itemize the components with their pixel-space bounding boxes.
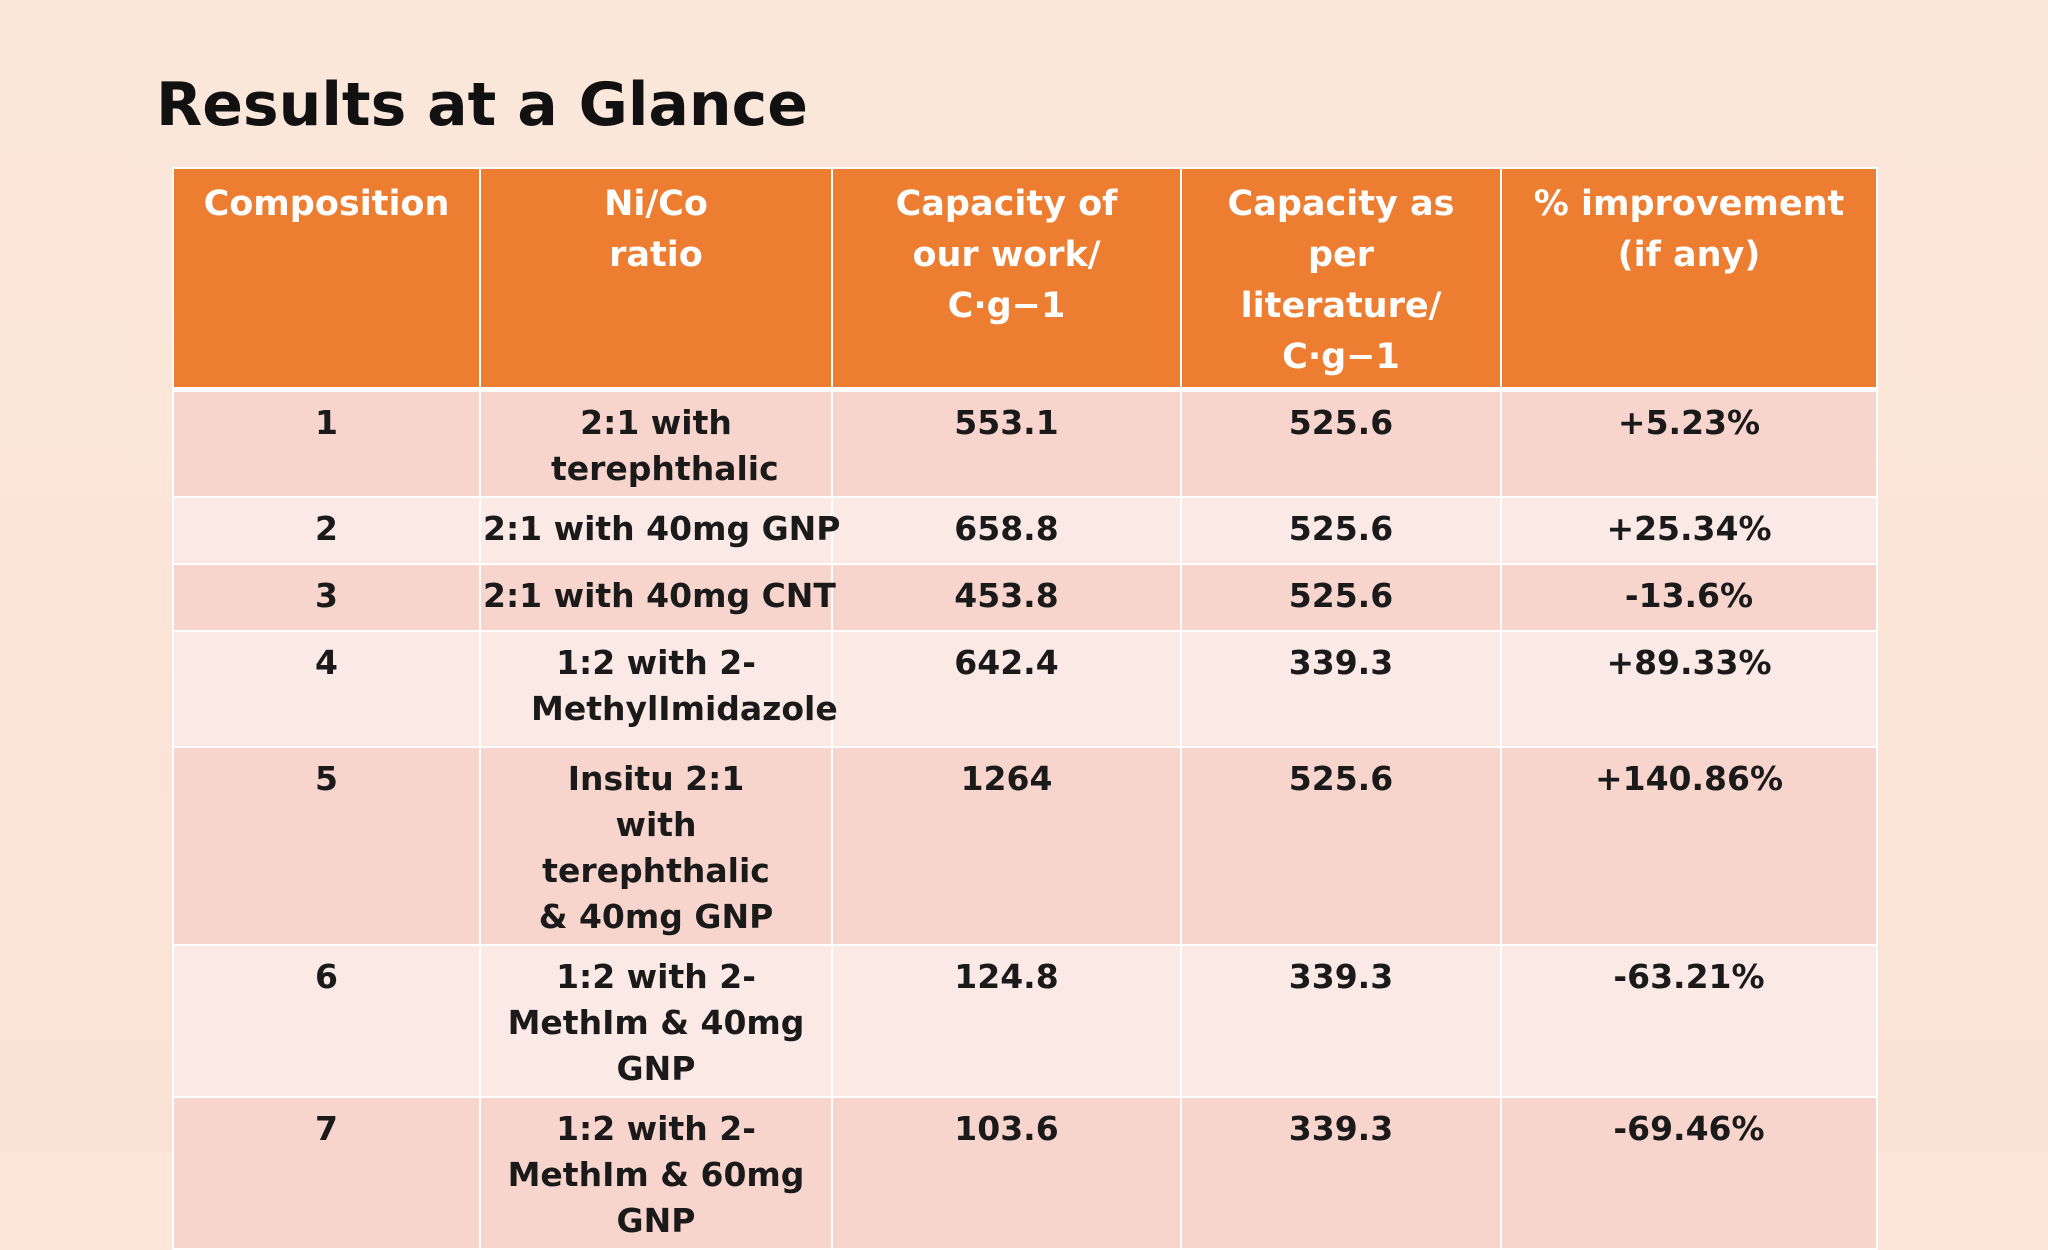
cell-composition: 6 xyxy=(172,944,481,1098)
cell-ratio: 2:1 with 40mg GNP xyxy=(479,496,840,565)
table-header-row: Composition Ni/Co ratio Capacity of our … xyxy=(172,167,1878,392)
cell-our-capacity: 658.8 xyxy=(831,496,1182,565)
cell-improvement: -69.46% xyxy=(1500,1096,1878,1250)
cell-ratio: 2:1 with 40mg CNT xyxy=(479,563,836,632)
cell-improvement: +89.33% xyxy=(1500,630,1878,748)
cell-our-capacity: 553.1 xyxy=(831,388,1182,498)
table-row: 3 2:1 with 40mg CNT 453.8 525.6 -13.6% xyxy=(172,563,1878,632)
cell-ratio: 1:2 with 2-MethIm & 60mg GNP xyxy=(479,1096,833,1250)
table-row: 4 1:2 with 2-MethylImidazole 642.4 339.3… xyxy=(172,630,1878,748)
header-improvement: % improvement (if any) xyxy=(1500,167,1878,392)
cell-our-capacity: 642.4 xyxy=(831,630,1182,748)
cell-our-capacity: 103.6 xyxy=(831,1096,1182,1250)
header-ni-co-ratio: Ni/Co ratio xyxy=(479,167,833,392)
cell-literature-capacity: 525.6 xyxy=(1180,388,1502,498)
table-row: 5 Insitu 2:1 with terephthalic & 40mg GN… xyxy=(172,746,1878,946)
table-row: 2 2:1 with 40mg GNP 658.8 525.6 +25.34% xyxy=(172,496,1878,565)
table-row: 6 1:2 with 2-MethIm & 40mg GNP 124.8 339… xyxy=(172,944,1878,1098)
cell-composition: 2 xyxy=(172,496,481,565)
cell-literature-capacity: 525.6 xyxy=(1180,563,1502,632)
header-composition: Composition xyxy=(172,167,481,392)
cell-composition: 5 xyxy=(172,746,481,946)
cell-improvement: +5.23% xyxy=(1500,388,1878,498)
header-literature-capacity: Capacity as per literature/ C·g−1 xyxy=(1180,167,1502,392)
cell-our-capacity: 453.8 xyxy=(831,563,1182,632)
cell-composition: 1 xyxy=(172,388,481,498)
cell-our-capacity: 124.8 xyxy=(831,944,1182,1098)
cell-ratio: Insitu 2:1 with terephthalic & 40mg GNP xyxy=(479,746,833,946)
cell-our-capacity: 1264 xyxy=(831,746,1182,946)
cell-composition: 3 xyxy=(172,563,481,632)
cell-improvement: +140.86% xyxy=(1500,746,1878,946)
cell-ratio: 1:2 with 2-MethylImidazole xyxy=(479,630,838,748)
cell-improvement: +25.34% xyxy=(1500,496,1878,565)
cell-composition: 7 xyxy=(172,1096,481,1250)
cell-ratio: 2:1 with terephthalic xyxy=(479,388,833,498)
cell-literature-capacity: 339.3 xyxy=(1180,1096,1502,1250)
cell-literature-capacity: 525.6 xyxy=(1180,496,1502,565)
slide-title: Results at a Glance xyxy=(156,70,808,140)
cell-improvement: -63.21% xyxy=(1500,944,1878,1098)
header-our-capacity: Capacity of our work/ C·g−1 xyxy=(831,167,1182,392)
cell-ratio: 1:2 with 2-MethIm & 40mg GNP xyxy=(479,944,833,1098)
cell-literature-capacity: 339.3 xyxy=(1180,944,1502,1098)
table-row: 1 2:1 with terephthalic 553.1 525.6 +5.2… xyxy=(172,388,1878,498)
results-table: Composition Ni/Co ratio Capacity of our … xyxy=(172,167,1878,1250)
cell-improvement: -13.6% xyxy=(1500,563,1878,632)
cell-literature-capacity: 339.3 xyxy=(1180,630,1502,748)
table-row: 7 1:2 with 2-MethIm & 60mg GNP 103.6 339… xyxy=(172,1096,1878,1250)
cell-literature-capacity: 525.6 xyxy=(1180,746,1502,946)
cell-composition: 4 xyxy=(172,630,481,748)
